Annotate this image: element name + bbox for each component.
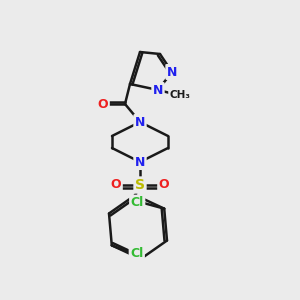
Text: O: O bbox=[159, 178, 169, 191]
Text: N: N bbox=[135, 116, 145, 128]
Text: O: O bbox=[98, 98, 108, 110]
Text: CH₃: CH₃ bbox=[169, 90, 190, 100]
Text: N: N bbox=[135, 155, 145, 169]
Text: N: N bbox=[153, 83, 163, 97]
Text: S: S bbox=[135, 178, 145, 192]
Text: N: N bbox=[167, 65, 177, 79]
Text: Cl: Cl bbox=[130, 196, 144, 209]
Text: O: O bbox=[111, 178, 121, 191]
Text: Cl: Cl bbox=[130, 247, 143, 260]
